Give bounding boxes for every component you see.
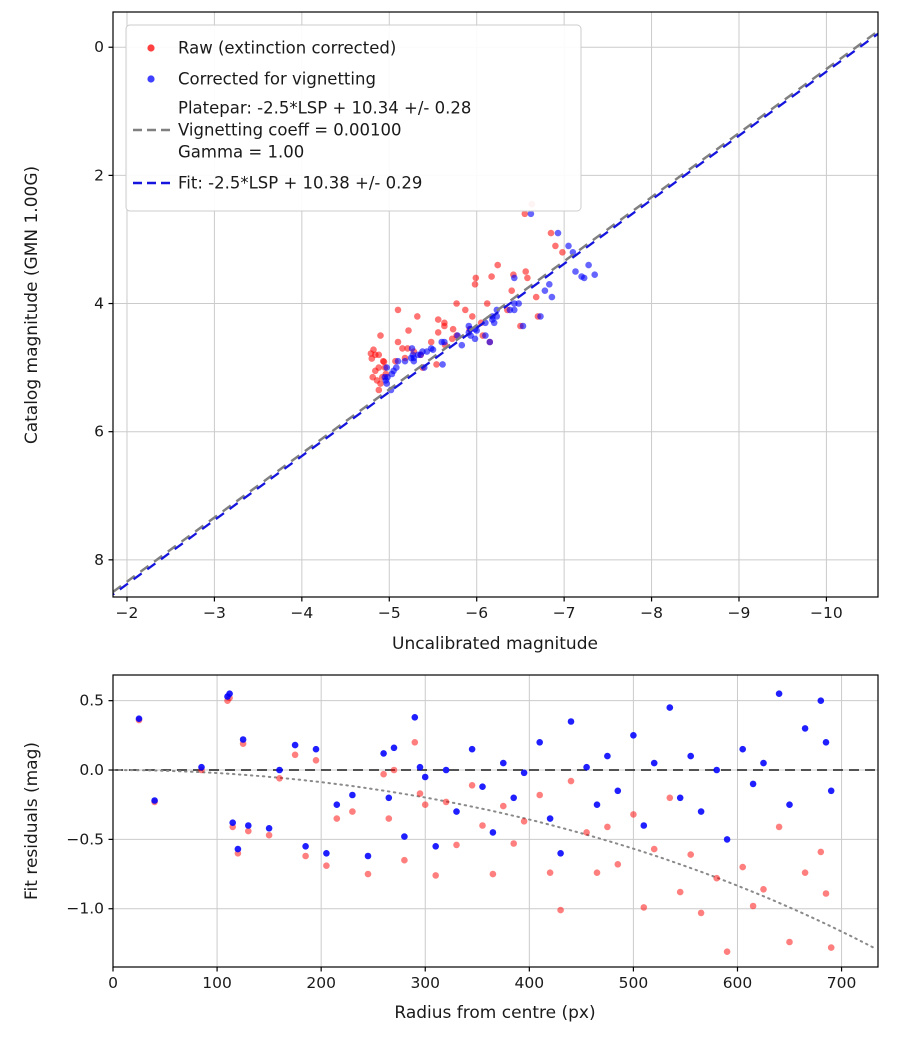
svg-text:100: 100 (202, 974, 232, 992)
legend-label: Corrected for vignetting (178, 70, 376, 89)
svg-text:600: 600 (723, 974, 753, 992)
svg-text:700: 700 (827, 974, 857, 992)
vignetting-corrected-points (135, 690, 835, 860)
svg-text:−4: −4 (290, 604, 313, 622)
axes-frame (112, 11, 879, 598)
svg-text:−3: −3 (203, 604, 226, 622)
svg-text:−0.5: −0.5 (66, 830, 104, 848)
legend-box (125, 24, 582, 212)
legend-label: Fit: -2.5*LSP + 10.38 +/- 0.29 (178, 174, 422, 193)
svg-text:4: 4 (94, 295, 104, 313)
svg-text:−1.0: −1.0 (66, 900, 104, 918)
svg-text:−10: −10 (810, 604, 843, 622)
tick-labels: −2 −3 −4 −5 −6 −7 −8 −9 −10 0 2 4 6 8 (94, 38, 843, 622)
top-plot: −2 −3 −4 −5 −6 −7 −8 −9 −10 0 2 4 6 8 Raw (extinction … (94, 11, 879, 622)
svg-text:0: 0 (94, 38, 104, 56)
svg-text:300: 300 (410, 974, 440, 992)
fit-line (113, 32, 878, 596)
legend-marker-icon (147, 44, 155, 52)
raw-points (135, 694, 835, 955)
bottom-xlabel: Radius from centre (px) (394, 1003, 596, 1023)
legend-label: Gamma = 1.00 (178, 143, 304, 162)
top-xlabel: Uncalibrated magnitude (392, 634, 598, 654)
svg-text:2: 2 (94, 166, 104, 184)
grid-lines (112, 675, 878, 967)
axes-frame (112, 674, 879, 968)
svg-text:0.5: 0.5 (79, 692, 104, 710)
svg-text:500: 500 (619, 974, 649, 992)
legend-label: Platepar: -2.5*LSP + 10.34 +/- 0.28 (178, 99, 471, 118)
legend-label: Vignetting coeff = 0.00100 (178, 121, 402, 140)
top-ylabel: Catalog magnitude (GMN 1.00G) (22, 165, 42, 445)
legend: Raw (extinction corrected) Corrected for … (125, 24, 582, 212)
svg-text:−8: −8 (640, 604, 663, 622)
raw-points (367, 200, 566, 394)
tick-labels: 0 100 200 300 400 500 600 700 0.5 0.0 −0.5 −1.0 (66, 692, 856, 992)
bottom-ylabel: Fit residuals (mag) (22, 742, 42, 900)
svg-text:0.0: 0.0 (79, 761, 104, 779)
bottom-plot: 0 100 200 300 400 500 600 700 0.5 0.0 −0.5 −1.0 (66, 674, 879, 992)
platepar-line (113, 30, 878, 593)
svg-text:8: 8 (94, 551, 104, 569)
svg-text:6: 6 (94, 423, 104, 441)
svg-text:−5: −5 (378, 604, 401, 622)
svg-text:400: 400 (515, 974, 545, 992)
legend-marker-icon (147, 75, 155, 83)
vignetting-model-curve (113, 769, 876, 950)
svg-text:−9: −9 (728, 604, 751, 622)
svg-text:−7: −7 (553, 604, 576, 622)
svg-text:−6: −6 (465, 604, 488, 622)
svg-text:−2: −2 (116, 604, 139, 622)
svg-text:0: 0 (108, 974, 118, 992)
legend-label: Raw (extinction corrected) (178, 39, 396, 58)
svg-text:200: 200 (306, 974, 336, 992)
